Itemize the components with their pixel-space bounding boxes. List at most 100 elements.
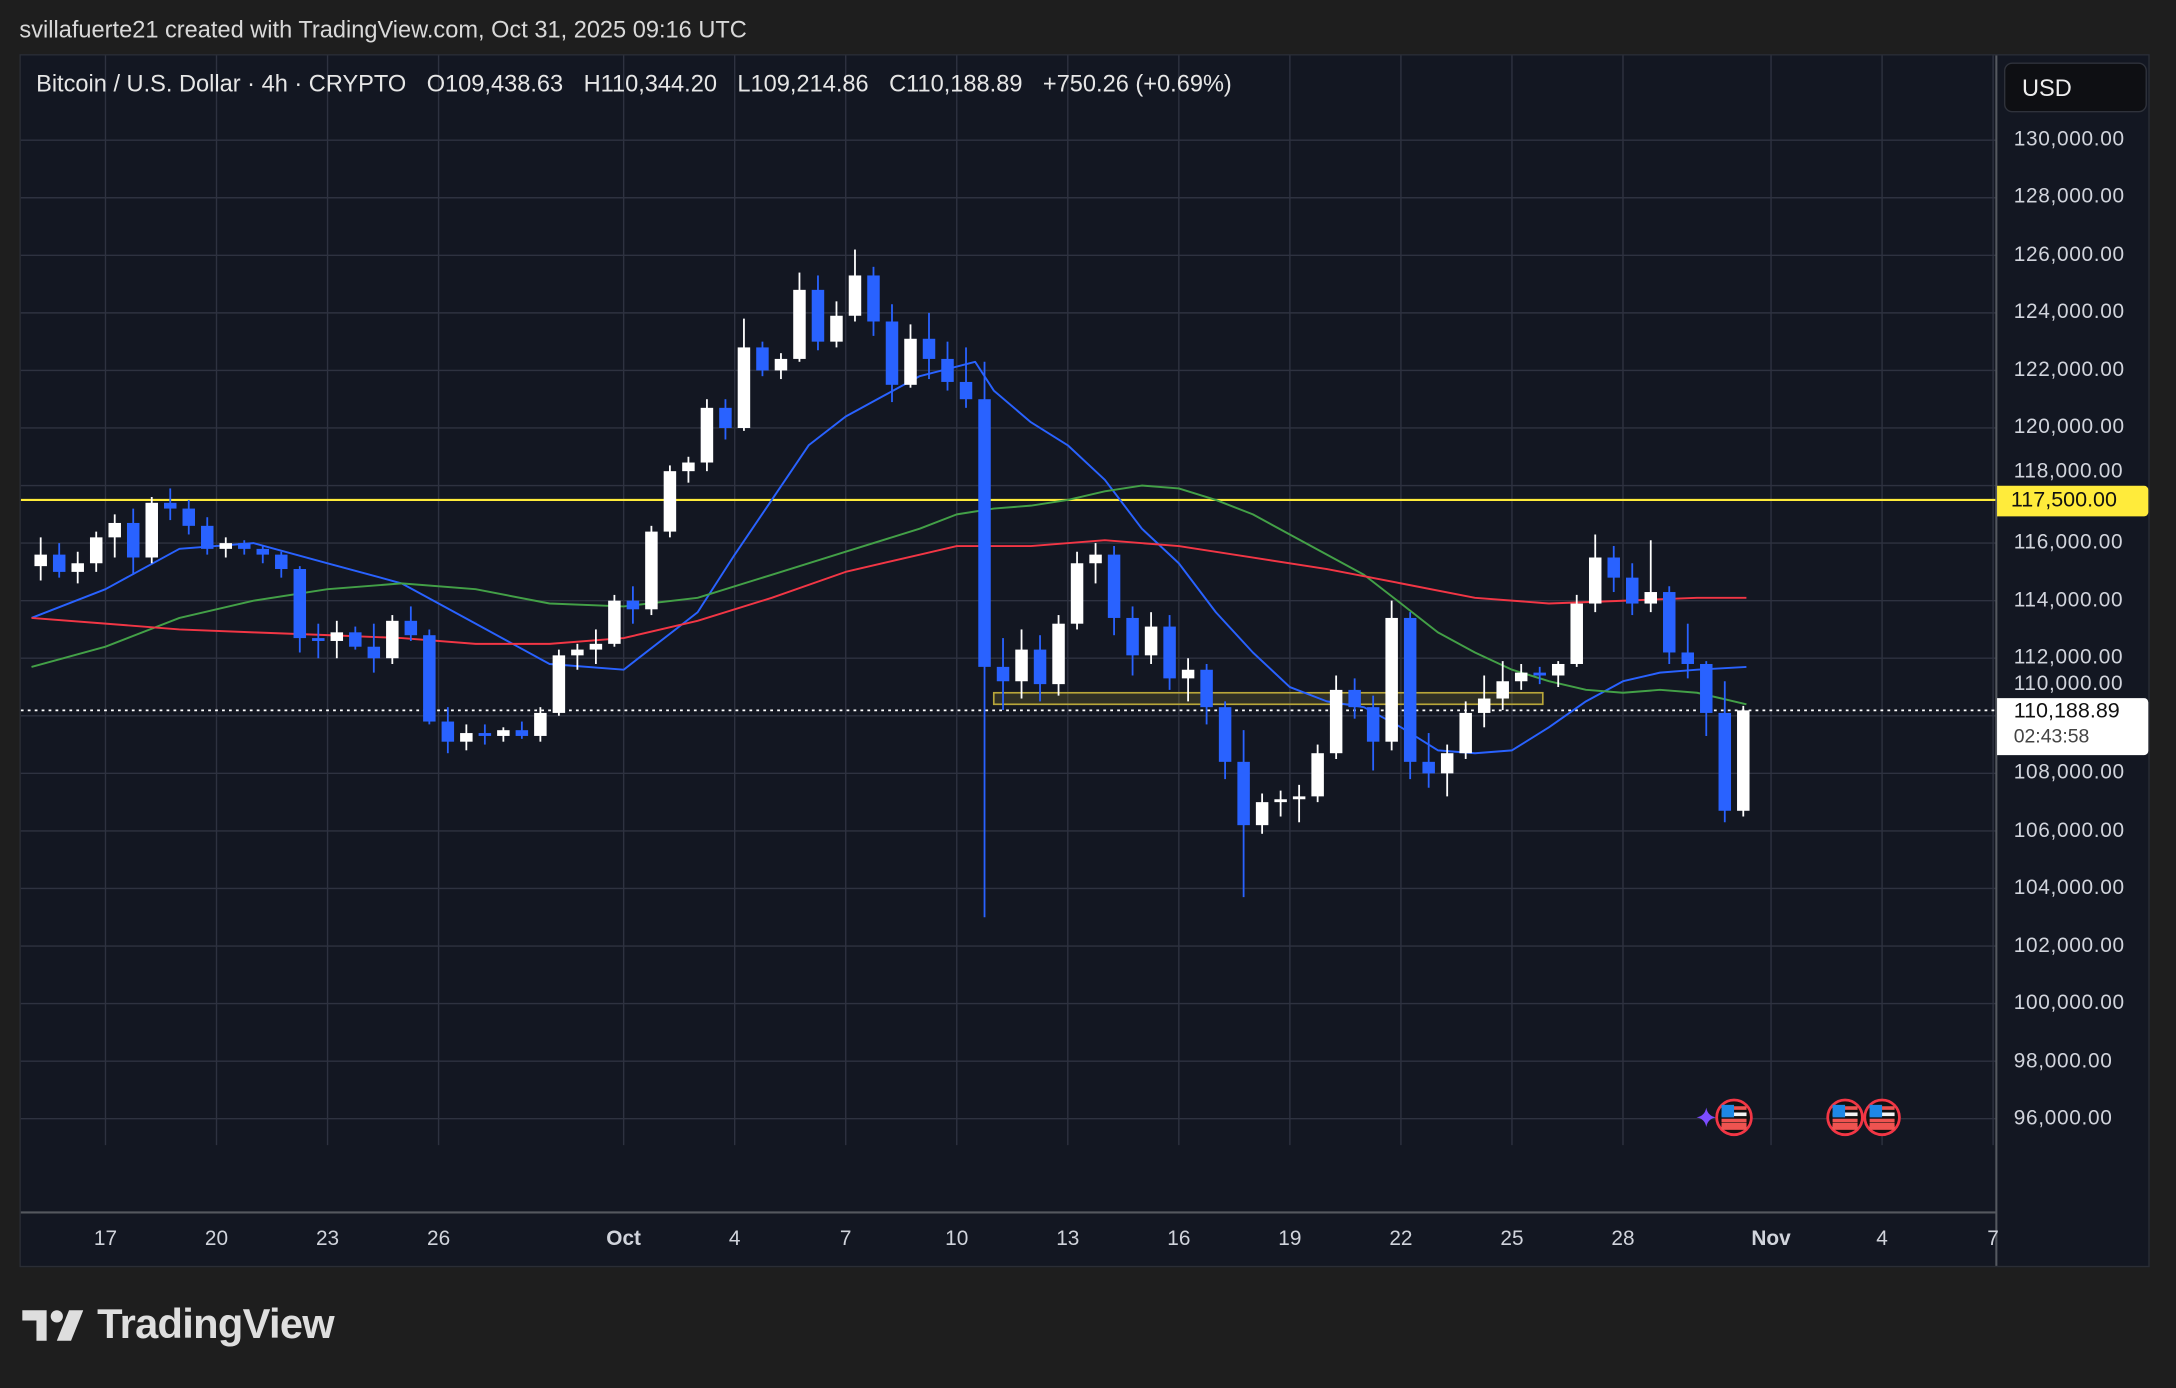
tradingview-logo[interactable]: TradingView [22,1302,335,1349]
candle [1607,545,1620,593]
candle [1459,701,1472,759]
candle [700,399,714,472]
candle-body [1329,689,1343,754]
candle [1366,695,1380,771]
price-axis-label: 110,000.00 [2013,671,2124,696]
candle-body [1089,554,1102,564]
flag-stripe [1721,1122,1747,1130]
candle [34,537,47,581]
time-axis-label: 16 [1167,1226,1191,1251]
candle [312,623,325,659]
candle [978,361,991,918]
price-axis-label: 114,000.00 [2013,588,2124,612]
candle-body [1459,712,1472,754]
candle-body [941,358,954,382]
symbol-title[interactable]: Bitcoin / U.S. Dollar · 4h · CRYPTO [36,70,407,98]
candle [1403,612,1417,780]
candle-body [89,537,103,564]
currency-button[interactable]: USD [2003,62,2147,113]
candle-body [163,502,177,509]
flag-stripe [1869,1122,1895,1130]
candle-body [848,275,862,316]
candle-body [1496,681,1509,699]
candle-body [423,635,436,722]
candle [737,318,751,431]
time-axis-label: 7 [1987,1226,1999,1251]
candle [996,638,1010,711]
candle-body [1551,663,1565,676]
price-axis-label: 116,000.00 [2013,530,2124,555]
candle [682,456,695,483]
candle [1107,545,1121,636]
candle-body [1218,707,1232,762]
candle [534,707,547,742]
time-axis-label: 19 [1278,1226,1302,1251]
symbol-legend: Bitcoin / U.S. Dollar · 4h · CRYPTO O109… [36,71,1246,99]
candle [256,545,270,564]
candle-body [1237,761,1250,826]
candle-body [700,407,714,463]
price-axis-label: 122,000.00 [2013,357,2125,382]
ohlc-open: O109,438.63 [426,70,564,98]
last-price: 110,188.89 [2013,699,2120,724]
us-flag-icon[interactable] [1715,1098,1753,1137]
candle-body [515,730,529,736]
price-axis-label: 106,000.00 [2013,818,2125,842]
candle [811,275,825,351]
price-axis-label: 124,000.00 [2013,300,2125,324]
candle-body [1366,707,1380,742]
candle [1718,681,1732,823]
candle [497,727,510,742]
candle [89,531,103,572]
candle [1218,701,1232,780]
price-axis-label: 118,000.00 [2013,459,2124,484]
time-axis-label: Nov [1751,1226,1791,1251]
candle [1052,615,1065,696]
chart-byline: svillafuerte21 created with TradingView.… [19,16,747,44]
time-axis-label: 23 [315,1226,340,1251]
candle-body [867,275,880,322]
candle-body [996,666,1010,682]
candle-body [478,733,492,736]
candle [1663,586,1676,664]
price-axis-label: 108,000.00 [2013,760,2125,785]
candle [423,629,436,725]
candle-body [793,289,806,359]
candle-body [1126,617,1139,656]
candle [1514,663,1528,690]
candle-body [219,543,233,549]
candle-body [256,548,270,555]
candle-body [330,632,344,641]
time-axis-label: 17 [93,1226,118,1251]
candle [238,540,251,555]
candle [71,551,84,584]
flag-stripe [1721,1106,1747,1110]
us-flag-icon[interactable] [1826,1098,1864,1137]
candle [867,266,880,336]
candle-body [1514,672,1528,682]
flag-stripe [1832,1122,1858,1130]
candle [1496,661,1509,711]
candle-body [1181,669,1195,679]
time-axis-label: 4 [1876,1226,1888,1251]
candle [163,488,177,521]
flag-canton [1721,1104,1735,1118]
candle-body [1403,617,1417,762]
sparkle-icon [1696,1107,1716,1128]
price-axis-label: 98,000.00 [2013,1048,2113,1073]
candle-body [830,315,843,342]
time-axis-label: 22 [1389,1226,1413,1251]
us-flag-icon[interactable] [1863,1098,1901,1137]
candle [219,537,233,558]
level-price-tag: 117,500.00 [1997,485,2149,517]
candle-body [1385,617,1398,742]
candle-body [719,407,732,428]
time-axis-label: 25 [1500,1226,1524,1251]
candle [1126,606,1139,676]
candle [756,341,769,377]
price-axis-label: 120,000.00 [2013,415,2125,440]
candle-body [1015,649,1028,682]
candle [1644,540,1657,613]
candle [571,643,584,670]
